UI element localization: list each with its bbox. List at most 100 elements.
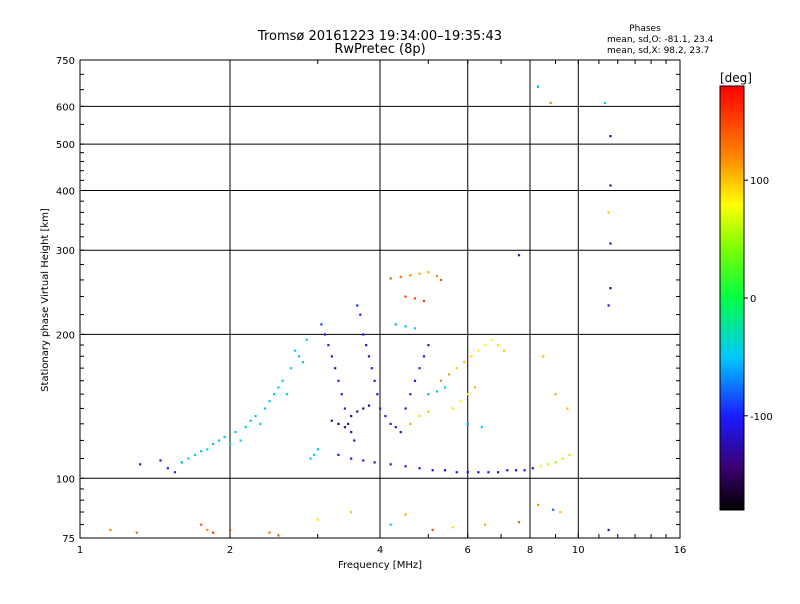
data-point (427, 344, 430, 347)
data-point (554, 393, 557, 396)
colorbar-ticks: 100 0 -100 (744, 176, 773, 423)
x-axis-label: Frequency [MHz] (338, 560, 422, 571)
data-point (206, 448, 209, 451)
data-point (394, 323, 397, 326)
stats-heading: Phases (629, 24, 661, 34)
data-point (418, 272, 421, 275)
data-point (353, 439, 356, 442)
data-point (234, 430, 237, 434)
data-point (487, 471, 490, 474)
data-point (484, 344, 487, 347)
data-point (404, 295, 407, 298)
data-point (297, 355, 301, 358)
data-point (166, 467, 169, 470)
data-point (609, 242, 612, 245)
data-point (337, 379, 340, 382)
data-point (389, 523, 392, 526)
data-point (607, 528, 610, 532)
data-point (554, 461, 557, 464)
data-point (549, 101, 552, 105)
data-point (439, 379, 443, 382)
data-point (484, 523, 487, 526)
data-point (305, 338, 308, 341)
data-point (217, 439, 221, 442)
data-point (350, 511, 353, 514)
data-point (431, 528, 434, 532)
data-point (404, 465, 407, 468)
data-point (343, 426, 347, 429)
data-point (515, 469, 518, 472)
data-point (466, 393, 469, 396)
data-point (350, 414, 353, 418)
data-point (254, 414, 257, 418)
data-point (229, 528, 232, 532)
data-point (435, 274, 438, 278)
data-point (547, 463, 550, 466)
data-point (109, 528, 112, 532)
x-axis-ticks: 1 2 4 6 8 10 16 (77, 60, 687, 556)
data-point (559, 511, 562, 514)
data-point (443, 386, 447, 389)
data-point (259, 422, 262, 426)
colorbar-tick-label: 0 (750, 294, 756, 305)
data-point (356, 304, 359, 307)
data-point (404, 513, 407, 516)
data-point (159, 459, 162, 462)
data-point (418, 414, 421, 418)
data-point (404, 325, 407, 328)
data-point (239, 439, 242, 442)
data-point (365, 344, 368, 347)
data-point (370, 367, 373, 370)
y-tick-label: 300 (56, 246, 75, 257)
data-point (289, 367, 293, 370)
y-tick-label: 75 (62, 534, 75, 545)
data-point (447, 373, 451, 376)
data-point (431, 469, 434, 472)
x-tick-label: 10 (572, 545, 585, 556)
data-point (422, 355, 426, 358)
data-point (409, 274, 412, 277)
data-point (536, 85, 540, 88)
x-tick-label: 2 (227, 545, 233, 556)
stats-line-x: mean, sd,X: 98.2, 23.7 (607, 46, 709, 56)
data-point (490, 338, 493, 341)
data-point (409, 422, 412, 426)
data-point (362, 459, 365, 462)
data-point (609, 287, 612, 290)
data-point (496, 344, 500, 347)
chart-title: Tromsø 20161223 19:34:00–19:35:43 (257, 29, 502, 44)
x-tick-label: 16 (674, 545, 687, 556)
data-point (323, 333, 327, 336)
data-point (466, 471, 469, 474)
data-point (413, 379, 417, 382)
data-point (200, 523, 203, 526)
data-point (180, 461, 183, 464)
data-point (531, 467, 534, 470)
data-point (301, 361, 305, 364)
y-tick-label: 750 (56, 56, 75, 67)
data-point (327, 344, 330, 347)
data-point (404, 407, 407, 410)
data-point (443, 469, 447, 472)
data-point (362, 333, 365, 336)
data-point (330, 355, 333, 358)
data-point (139, 463, 142, 466)
colorbar-label: [deg] (720, 71, 752, 85)
y-axis-label: Stationary phase Virtual Height [km] (40, 208, 51, 392)
data-point (568, 453, 571, 456)
data-point (206, 528, 209, 532)
y-tick-label: 500 (56, 140, 75, 151)
data-point (523, 469, 526, 472)
data-point (503, 349, 506, 352)
data-point (566, 407, 569, 410)
data-point (399, 275, 402, 278)
data-point (350, 430, 353, 434)
y-tick-label: 100 (56, 474, 75, 485)
data-point (455, 471, 458, 474)
data-point (552, 508, 555, 511)
data-point (399, 430, 402, 434)
colorbar-tick-label: 100 (750, 176, 769, 187)
data-point (427, 271, 430, 274)
